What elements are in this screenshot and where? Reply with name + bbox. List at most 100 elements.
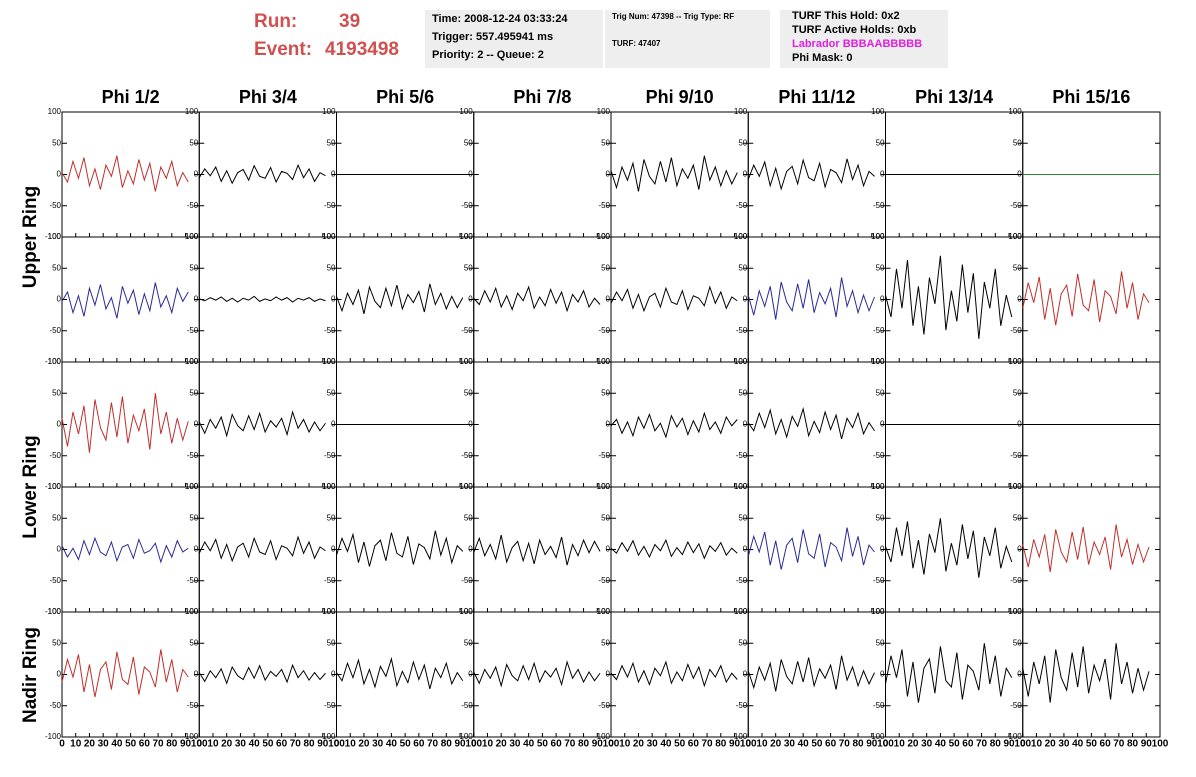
column-title: Phi 13/14 — [915, 87, 993, 107]
y-tick-label: -50 — [598, 326, 610, 335]
y-tick-label: 0 — [331, 295, 336, 304]
panel-frame — [473, 111, 612, 238]
y-tick-label: 100 — [322, 232, 336, 241]
y-tick-label: 100 — [459, 482, 473, 491]
y-tick-label: 100 — [459, 357, 473, 366]
waveform — [610, 285, 738, 313]
y-tick-label: 0 — [1017, 670, 1022, 679]
y-tick-label: -50 — [736, 201, 748, 210]
y-tick-label: -50 — [598, 701, 610, 710]
y-tick-label: 0 — [606, 545, 611, 554]
waveform — [61, 649, 189, 698]
y-tick-label: 100 — [185, 357, 199, 366]
y-tick-label: -50 — [187, 701, 199, 710]
y-tick-label: -100 — [45, 732, 62, 741]
x-tick-label: 30 — [921, 739, 933, 750]
y-tick-label: 100 — [1008, 482, 1022, 491]
waveform — [336, 530, 464, 567]
x-tick-label: 60 — [1100, 739, 1112, 750]
y-tick-label: 50 — [738, 138, 747, 147]
y-tick-label: 50 — [52, 263, 61, 272]
x-tick-label: 50 — [674, 739, 686, 750]
y-tick-label: 100 — [597, 607, 611, 616]
y-tick-label: 100 — [597, 107, 611, 116]
x-tick-label: 80 — [578, 739, 590, 750]
y-tick-label: 0 — [880, 170, 885, 179]
waveform — [198, 410, 326, 438]
y-tick-label: -100 — [45, 482, 62, 491]
panel-frame — [885, 236, 1024, 363]
x-tick-label: 80 — [303, 739, 315, 750]
y-tick-label: -50 — [1010, 451, 1022, 460]
y-tick-label: -50 — [873, 701, 885, 710]
x-tick-label: 80 — [1127, 739, 1139, 750]
waveform — [610, 538, 738, 560]
y-tick-label: -50 — [324, 201, 336, 210]
y-tick-label: -50 — [598, 451, 610, 460]
waveform — [61, 536, 189, 564]
x-tick-label: 100 — [191, 739, 208, 750]
x-tick-label: 60 — [139, 739, 151, 750]
y-tick-label: -50 — [598, 576, 610, 585]
panel-frame — [198, 486, 337, 613]
x-tick-label: 100 — [328, 739, 345, 750]
panel-frame — [610, 361, 749, 488]
x-tick-label: 90 — [592, 739, 604, 750]
y-tick-label: -50 — [1010, 201, 1022, 210]
x-tick-label: 40 — [523, 739, 535, 750]
x-tick-label: 40 — [111, 739, 123, 750]
info-line: TURF: 47407 — [612, 39, 661, 48]
x-tick-label: 0 — [883, 739, 889, 750]
panel-frame — [198, 111, 337, 238]
info-box — [605, 10, 770, 68]
x-tick-label: 0 — [471, 739, 477, 750]
waveform — [1022, 524, 1150, 573]
y-tick-label: 100 — [871, 232, 885, 241]
panel-frame — [747, 111, 886, 238]
y-tick-label: 50 — [601, 263, 610, 272]
panel-frame — [61, 111, 200, 238]
info-line: Time: 2008-12-24 03:33:24 — [432, 13, 568, 25]
y-tick-label: 0 — [1017, 420, 1022, 429]
x-tick-label: 50 — [811, 739, 823, 750]
x-tick-label: 10 — [756, 739, 768, 750]
x-tick-label: 100 — [740, 739, 757, 750]
x-tick-label: 100 — [1014, 739, 1031, 750]
waveform — [61, 393, 189, 453]
y-tick-label: -50 — [873, 451, 885, 460]
x-tick-label: 90 — [454, 739, 466, 750]
y-tick-label: 0 — [880, 420, 885, 429]
y-tick-label: 100 — [871, 482, 885, 491]
column-title: Phi 15/16 — [1052, 87, 1130, 107]
x-tick-label: 70 — [153, 739, 165, 750]
info-line: Priority: 2 -- Queue: 2 — [432, 49, 544, 61]
y-tick-label: 0 — [743, 170, 748, 179]
y-tick-label: -50 — [736, 451, 748, 460]
y-tick-label: 0 — [194, 670, 199, 679]
panel-frame — [885, 611, 1024, 738]
y-tick-label: 0 — [606, 420, 611, 429]
y-tick-label: -50 — [187, 576, 199, 585]
y-tick-label: 100 — [322, 107, 336, 116]
y-tick-label: 50 — [189, 638, 198, 647]
y-tick-label: 100 — [48, 482, 62, 491]
waveform — [885, 643, 1013, 703]
x-tick-label: 50 — [262, 739, 274, 750]
x-tick-label: 0 — [1020, 739, 1026, 750]
y-tick-label: -50 — [1010, 701, 1022, 710]
y-tick-label: -100 — [182, 732, 199, 741]
x-tick-label: 70 — [1113, 739, 1125, 750]
y-tick-label: -50 — [1010, 576, 1022, 585]
x-tick-label: 60 — [551, 739, 563, 750]
x-tick-label: 0 — [608, 739, 614, 750]
waveform — [1022, 271, 1150, 326]
waveform — [336, 283, 464, 314]
y-tick-label: -50 — [324, 576, 336, 585]
x-tick-label: 40 — [935, 739, 947, 750]
y-tick-label: 50 — [52, 513, 61, 522]
y-tick-label: -50 — [873, 326, 885, 335]
y-tick-label: -50 — [598, 201, 610, 210]
panel-frame — [61, 486, 200, 613]
y-tick-label: -50 — [461, 576, 473, 585]
panel-frame — [747, 486, 886, 613]
